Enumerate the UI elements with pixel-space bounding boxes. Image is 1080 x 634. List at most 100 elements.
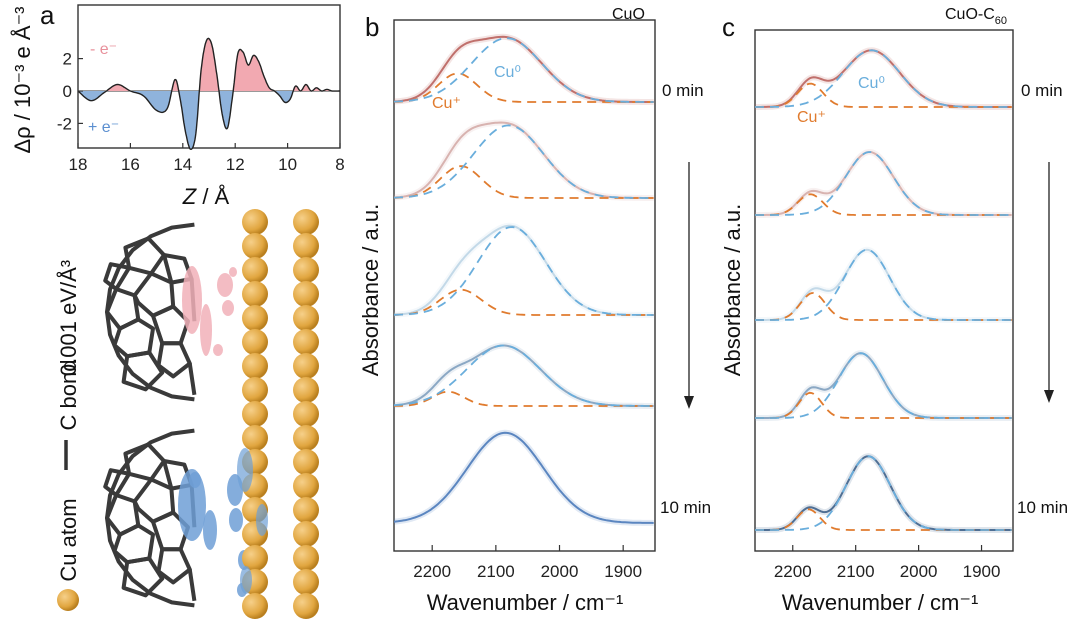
cage-ring [103,262,132,291]
panel-letter-b: b [365,12,379,42]
cage-ring [151,510,190,552]
cu-atom [242,593,268,619]
panel-c-ylabel: Absorbance / a.u. [720,204,745,376]
isosurface-blob [213,344,223,356]
panel-a-ylabel: Δρ / 10⁻³ e Å⁻³ [10,6,35,153]
cu-atom [293,545,319,571]
cu-atom [242,233,268,259]
cu-atom [242,305,268,331]
panel-c-title-sub: 60 [995,15,1007,27]
x-tick-label: 1900 [604,562,642,581]
y-tick-label: -2 [57,114,72,133]
cu-atom [293,353,319,379]
time-arrow-head-b [684,396,694,409]
panel-letter-a: a [40,0,55,30]
x-tick-label: 12 [226,155,245,174]
cu-atom [293,593,319,619]
x-tick-label: 2000 [541,562,579,581]
cage-ring [123,442,166,482]
cage-ring [112,317,155,359]
cu-atom [242,329,268,355]
fit-cu-zero [755,455,1012,531]
y-tick-label: 2 [63,50,72,69]
x-tick-label: 8 [335,155,344,174]
panel-letter-c: c [722,12,735,42]
cage-ring [103,468,132,497]
x-tick-label: 10 [278,155,297,174]
panel-b-xlabel: Wavenumber / cm⁻¹ [427,590,624,615]
isosurface-blob [178,469,206,541]
cu-atom [242,377,268,403]
cage-ring [112,523,155,565]
cage-ring [123,236,166,276]
fit-cu-plus [394,165,654,199]
panel-a: a - e⁻ + e⁻ 18 16 14 12 10 8 2 0 -2 Z / Å Δρ / 1… [10,0,345,209]
cu-atom [293,569,319,595]
cu-atom [293,497,319,523]
trace-noise-band [394,429,654,526]
panel-c: c CuO-C60 2200 2100 2000 1900 Cu⁺ Cu⁰ 0 min… [720,6,1068,615]
trace-total [394,431,654,524]
label-time-end-b: 10 min [660,498,711,517]
x-tick-label: 18 [69,155,88,174]
panel-a-xlabel-symbol: Z [182,184,198,209]
isosurface-blob [240,566,252,594]
cage-ring [151,304,190,346]
label-cu-zero-c: Cu⁰ [858,75,885,92]
cage-ring [121,350,165,392]
trace-total [755,150,1012,216]
annotation-minus-electron: - e⁻ [90,41,117,58]
panel-c-xlabel: Wavenumber / cm⁻¹ [782,590,979,615]
label-time-start-c: 0 min [1021,81,1063,100]
cu-atom [293,257,319,283]
trace-noise-band [755,453,1012,533]
fit-cu-zero [394,226,654,316]
trace-total [394,35,654,103]
cu-atom [242,353,268,379]
trace-noise-band [394,119,654,201]
positive-charge-area [78,38,340,91]
cu-atom [242,257,268,283]
isosurface-blob [237,448,253,492]
structure-illustration: 0.001 eV/Å³ C bond Cu atom [56,209,319,619]
fit-cu-plus [755,292,1012,321]
fit-cu-zero [755,49,1012,108]
panel-c-traces [755,47,1012,533]
panel-a-ticks: 18 16 14 12 10 8 2 0 -2 [57,50,345,174]
x-tick-label: 16 [121,155,140,174]
cage-ring [156,547,192,585]
cu-atom [293,329,319,355]
cu-atom [242,545,268,571]
panel-b: b CuO 2200 2100 2000 1900 Cu⁺ Cu⁰ 0 min 10 … [358,6,711,615]
fit-cu-zero [394,344,654,407]
fit-cu-zero [755,352,1012,419]
x-tick-label: 2200 [413,562,451,581]
trace-noise-band [394,222,654,318]
annotation-plus-electron: + e⁻ [88,119,119,136]
cu-atom [293,521,319,547]
legend-scale: 0.001 eV/Å³ [56,260,81,376]
isosurface-blob [256,504,268,536]
legend-cu-atom [57,589,79,611]
cu-atom [293,233,319,259]
cu-atom [293,377,319,403]
cage-ring [121,556,165,598]
isosurface-blob [229,267,237,277]
fit-cu-zero [755,248,1012,321]
label-cu-plus-c: Cu⁺ [797,109,826,126]
isosurface-blob [189,472,201,488]
cu-atom [293,401,319,427]
cage-edge [187,569,197,602]
time-arrow-head-c [1044,390,1054,403]
isosurface-blob [203,510,217,550]
y-tick-label: 0 [63,82,72,101]
charge-isosurface-accumulation [178,469,250,597]
panel-c-ticks: 2200 2100 2000 1900 [774,545,1000,581]
fit-cu-plus [394,288,654,316]
cu-atom [293,209,319,235]
cu-atom-columns [237,209,319,619]
panel-c-frame [754,29,1014,552]
panel-b-frame [393,19,656,552]
isosurface-blob [222,300,234,316]
